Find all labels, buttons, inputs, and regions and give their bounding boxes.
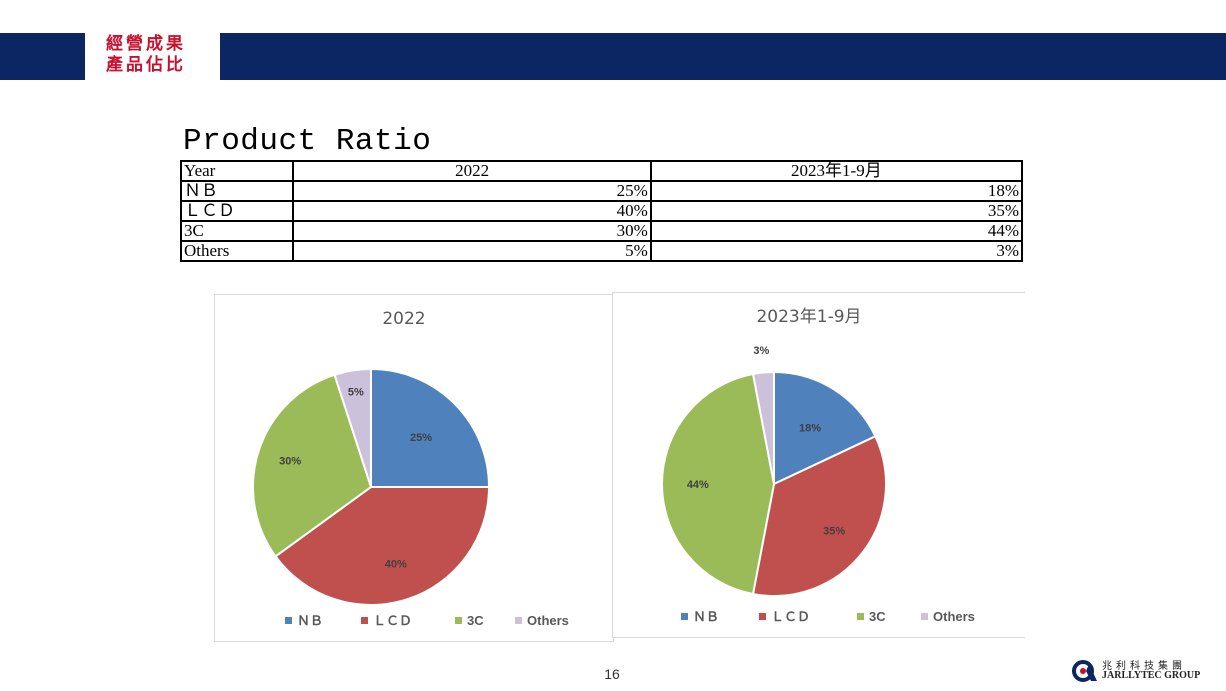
- page-heading: Product Ratio: [183, 124, 432, 159]
- chart-title: 2022: [382, 309, 425, 329]
- legend-swatch-others: [921, 613, 928, 620]
- legend-label-3c: 3C: [467, 613, 484, 628]
- legend-label-lcd: ＬＣＤ: [373, 613, 412, 628]
- chart-title: 2023年1-9月: [756, 307, 861, 327]
- pie-slice-others: [751, 370, 775, 485]
- jarllytec-logo-icon: [1072, 660, 1097, 682]
- legend-swatch-3c: [455, 617, 462, 624]
- pie-chart-2023: 2023年1-9月 18% 35% 44% 3% ＮＢ ＬＣＤ 3C Others: [612, 292, 1025, 638]
- legend-label-others: Others: [933, 609, 975, 624]
- pie-slice-others: [333, 367, 372, 488]
- pie-chart-2022-svg: 2022 25% 40% 30% 5% ＮＢ ＬＣＤ 3C Others: [252, 309, 569, 628]
- legend-swatch-nb: [285, 617, 292, 624]
- pie-data-label-others: 5%: [348, 386, 364, 398]
- table-row: 3C 30% 44%: [179, 220, 1024, 242]
- header-cell-2022: 2022: [292, 160, 652, 182]
- legend-label-3c: 3C: [869, 609, 886, 624]
- row-label: ＮＢ: [179, 180, 295, 202]
- pie-slice-3c: [252, 373, 373, 558]
- pie-chart-2023-svg: 2023年1-9月 18% 35% 44% 3% ＮＢ ＬＣＤ 3C Others: [661, 307, 975, 624]
- legend-swatch-others: [515, 617, 522, 624]
- row-label: 3C: [179, 220, 295, 242]
- ratio-table: Year 2022 2023年1-9月 ＮＢ 25% 18% ＬＣＤ 40% 3…: [179, 160, 1024, 262]
- legend-swatch-lcd: [759, 613, 766, 620]
- legend-label-nb: ＮＢ: [297, 613, 323, 628]
- table-row: Others 5% 3%: [179, 240, 1024, 262]
- pie-slice-lcd: [751, 434, 887, 597]
- pie-data-label-nb: 25%: [410, 432, 432, 444]
- logo-name-cn: 兆利科技集團: [1102, 661, 1186, 672]
- pie-slice-3c: [661, 372, 776, 596]
- header-banner-right: [220, 33, 1226, 80]
- row-value-2022: 40%: [292, 200, 652, 222]
- pie-slice-nb: [773, 370, 877, 486]
- header-cell-year: Year: [179, 160, 295, 182]
- pie-slice-lcd: [274, 486, 491, 606]
- pie-data-label-others: 3%: [753, 345, 769, 357]
- row-value-2023: 44%: [649, 220, 1024, 242]
- legend-swatch-lcd: [361, 617, 368, 624]
- table-row: ＮＢ 25% 18%: [179, 180, 1024, 202]
- row-value-2022: 25%: [292, 180, 652, 202]
- company-logo: 兆利科技集團 JARLLYTEC GROUP: [1072, 657, 1217, 685]
- pie-data-label-3c: 44%: [687, 479, 709, 491]
- legend-swatch-nb: [681, 613, 688, 620]
- legend-swatch-3c: [857, 613, 864, 620]
- pie-chart-2022: 2022 25% 40% 30% 5% ＮＢ ＬＣＤ 3C Others: [214, 294, 614, 642]
- row-value-2023: 18%: [649, 180, 1024, 202]
- row-label: Others: [179, 240, 295, 262]
- section-title-line2: 產品佔比: [106, 55, 186, 75]
- section-title-line1: 經營成果: [106, 34, 186, 54]
- header-cell-2023: 2023年1-9月: [649, 160, 1024, 182]
- row-value-2022: 30%: [292, 220, 652, 242]
- pie-data-label-3c: 30%: [279, 456, 301, 468]
- header-banner-left: [0, 33, 85, 80]
- logo-name-en: JARLLYTEC GROUP: [1102, 670, 1201, 681]
- row-value-2023: 35%: [649, 200, 1024, 222]
- row-value-2023: 3%: [649, 240, 1024, 262]
- table-header-row: Year 2022 2023年1-9月: [179, 160, 1024, 182]
- legend-label-lcd: ＬＣＤ: [771, 609, 810, 624]
- table-row: ＬＣＤ 40% 35%: [179, 200, 1024, 222]
- page-number: 16: [604, 666, 620, 682]
- legend-label-nb: ＮＢ: [693, 609, 719, 624]
- pie-slice-nb: [370, 367, 491, 488]
- row-value-2022: 5%: [292, 240, 652, 262]
- row-label: ＬＣＤ: [179, 200, 295, 222]
- legend-label-others: Others: [527, 613, 569, 628]
- pie-data-label-nb: 18%: [799, 422, 821, 434]
- pie-data-label-lcd: 35%: [823, 526, 845, 538]
- section-title: 經營成果 產品佔比: [106, 34, 211, 76]
- pie-data-label-lcd: 40%: [385, 558, 407, 570]
